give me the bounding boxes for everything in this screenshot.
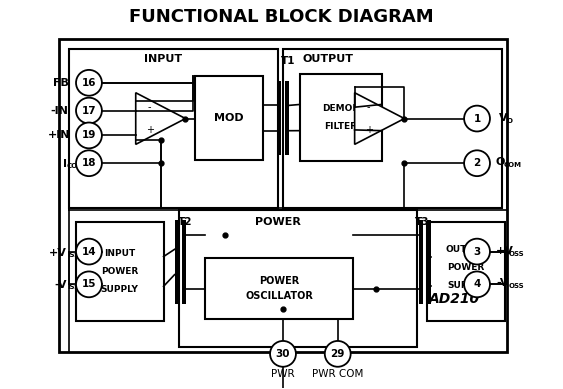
Bar	[76, 222, 164, 321]
Text: -V: -V	[496, 279, 508, 288]
Text: -: -	[148, 102, 151, 112]
Circle shape	[76, 123, 102, 148]
Text: -V: -V	[55, 280, 67, 290]
Text: OSS: OSS	[509, 283, 525, 289]
Circle shape	[76, 98, 102, 124]
Bar	[69, 49, 278, 208]
Circle shape	[76, 239, 102, 265]
Bar	[427, 220, 431, 304]
Bar	[205, 258, 352, 319]
Text: MOD: MOD	[215, 113, 244, 123]
Text: 15: 15	[82, 279, 96, 289]
Circle shape	[464, 106, 490, 131]
Text: -IN: -IN	[50, 105, 68, 116]
Text: 18: 18	[82, 158, 96, 168]
Text: 2: 2	[473, 158, 481, 168]
Text: T3: T3	[415, 217, 430, 227]
Text: DEMOD: DEMOD	[322, 104, 360, 113]
Bar	[283, 49, 502, 208]
Polygon shape	[355, 93, 404, 144]
Circle shape	[325, 341, 351, 367]
Text: FILTER: FILTER	[324, 122, 357, 131]
Text: 16: 16	[82, 78, 96, 88]
Text: ISS: ISS	[67, 252, 79, 258]
Circle shape	[464, 272, 490, 297]
Text: INPUT: INPUT	[104, 249, 136, 258]
Text: O: O	[507, 117, 513, 124]
Text: ISS: ISS	[67, 284, 79, 290]
Text: 1: 1	[473, 114, 481, 124]
Text: AD210: AD210	[428, 292, 480, 306]
Text: +V: +V	[496, 245, 514, 256]
Text: +: +	[365, 125, 373, 135]
Text: POWER: POWER	[101, 267, 138, 276]
Text: OUTPUT: OUTPUT	[445, 245, 487, 254]
Bar	[175, 220, 178, 304]
Text: +IN: +IN	[48, 130, 70, 140]
Text: I: I	[63, 159, 67, 169]
Text: FB: FB	[53, 78, 69, 88]
Circle shape	[76, 70, 102, 96]
Text: T2: T2	[178, 217, 193, 227]
Text: FUNCTIONAL BLOCK DIAGRAM: FUNCTIONAL BLOCK DIAGRAM	[129, 8, 434, 26]
Text: O: O	[496, 157, 506, 167]
Bar	[182, 220, 186, 304]
Text: INPUT: INPUT	[144, 54, 182, 64]
Text: OUTPUT: OUTPUT	[302, 54, 353, 64]
Bar	[419, 220, 423, 304]
Text: 3: 3	[473, 247, 481, 257]
Text: -: -	[367, 102, 370, 112]
Text: V: V	[499, 112, 508, 123]
Polygon shape	[136, 93, 185, 144]
Text: OSS: OSS	[509, 251, 525, 257]
Text: +V: +V	[49, 247, 67, 258]
Text: POWER: POWER	[448, 263, 485, 272]
Circle shape	[270, 341, 296, 367]
Bar	[427, 222, 505, 321]
Circle shape	[76, 272, 102, 297]
Text: 4: 4	[473, 279, 481, 289]
Bar	[195, 76, 263, 160]
Text: 29: 29	[330, 349, 345, 359]
Text: COM: COM	[504, 162, 522, 168]
Text: PWR COM: PWR COM	[312, 369, 363, 379]
Bar	[59, 39, 507, 352]
Circle shape	[464, 239, 490, 265]
Circle shape	[464, 150, 490, 176]
Text: PWR: PWR	[271, 369, 295, 379]
Text: POWER: POWER	[255, 217, 301, 227]
Text: OSCILLATOR: OSCILLATOR	[245, 291, 313, 301]
Text: 17: 17	[82, 105, 96, 116]
Text: SUPPLY: SUPPLY	[447, 281, 485, 290]
Bar	[178, 210, 417, 347]
Text: 30: 30	[276, 349, 291, 359]
Bar	[285, 81, 289, 155]
Bar	[300, 74, 382, 161]
Text: COM: COM	[67, 163, 85, 169]
Circle shape	[76, 150, 102, 176]
Text: +: +	[146, 125, 154, 135]
Text: POWER: POWER	[259, 276, 299, 286]
Bar	[277, 81, 281, 155]
Text: SUPPLY: SUPPLY	[101, 285, 138, 294]
Text: T1: T1	[281, 56, 295, 66]
Text: 19: 19	[82, 130, 96, 140]
Text: 14: 14	[82, 247, 96, 257]
